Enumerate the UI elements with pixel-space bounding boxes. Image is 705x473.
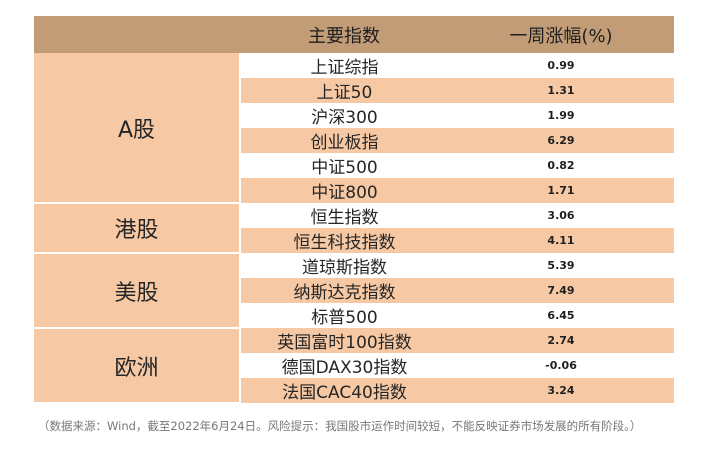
- index-weekly-change-table: 主要指数 一周涨幅(%) A股 上证综指 0.99 上证50 1.31 沪深30…: [34, 16, 675, 404]
- index-name: 恒生指数: [240, 203, 448, 228]
- header-market-cell: [34, 16, 240, 53]
- index-change-value: 6.45: [448, 303, 674, 328]
- index-name: 标普500: [240, 303, 448, 328]
- table-row: 中证500 0.82: [34, 153, 674, 178]
- table-row: 美股 道琼斯指数 5.39: [34, 253, 674, 329]
- table-row: 欧洲 英国富时100指数 2.74: [34, 328, 674, 404]
- table-row: A股 上证综指 0.99: [34, 53, 674, 204]
- table-row: 港股 恒生指数 3.06: [34, 203, 674, 254]
- header-index-name: 主要指数: [240, 16, 448, 53]
- index-name: 恒生科技指数: [240, 228, 448, 253]
- index-table-container: 主要指数 一周涨幅(%) A股 上证综指 0.99 上证50 1.31 沪深30…: [34, 16, 674, 404]
- index-name: 纳斯达克指数: [240, 278, 448, 303]
- header-weekly-change: 一周涨幅(%): [448, 16, 674, 53]
- table-header: 主要指数 一周涨幅(%): [34, 16, 674, 53]
- index-change-value: 2.74: [448, 328, 674, 353]
- index-name: 道琼斯指数: [240, 253, 448, 278]
- table-row: 沪深300 1.99: [34, 103, 674, 128]
- market-label-hk: 港股: [34, 203, 241, 254]
- index-name: 法国CAC40指数: [240, 378, 448, 403]
- table-row: 纳斯达克指数 7.49: [34, 278, 674, 303]
- market-label-a-share: A股: [34, 53, 241, 204]
- market-label-europe: 欧洲: [34, 328, 241, 404]
- index-change-value: 6.29: [448, 128, 674, 153]
- table-row: 创业板指 6.29: [34, 128, 674, 153]
- table-body: A股 上证综指 0.99 上证50 1.31 沪深300 1.99 创业板指 6…: [34, 53, 674, 404]
- index-change-value: 0.99: [448, 53, 674, 78]
- index-name: 德国DAX30指数: [240, 353, 448, 378]
- table-row: 中证800 1.71: [34, 178, 674, 203]
- index-change-value: 3.24: [448, 378, 674, 403]
- table-row: 上证50 1.31: [34, 78, 674, 103]
- index-change-value: 7.49: [448, 278, 674, 303]
- index-change-value: 1.99: [448, 103, 674, 128]
- index-change-value: 1.71: [448, 178, 674, 203]
- index-name: 英国富时100指数: [240, 328, 448, 353]
- table-row: 法国CAC40指数 3.24: [34, 378, 674, 403]
- index-name: 中证800: [240, 178, 448, 203]
- index-name: 沪深300: [240, 103, 448, 128]
- table-row: 恒生科技指数 4.11: [34, 228, 674, 253]
- table-row: 德国DAX30指数 -0.06: [34, 353, 674, 378]
- index-name: 创业板指: [240, 128, 448, 153]
- market-label-us: 美股: [34, 253, 241, 329]
- index-name: 中证500: [240, 153, 448, 178]
- index-change-value: -0.06: [448, 353, 674, 378]
- header-row: 主要指数 一周涨幅(%): [34, 16, 674, 53]
- index-name: 上证50: [240, 78, 448, 103]
- index-name: 上证综指: [240, 53, 448, 78]
- data-source-footnote: （数据来源：Wind，截至2022年6月24日。风险提示：我国股市运作时间较短，…: [38, 419, 642, 433]
- table-row: 标普500 6.45: [34, 303, 674, 328]
- index-change-value: 1.31: [448, 78, 674, 103]
- index-change-value: 5.39: [448, 253, 674, 278]
- index-change-value: 4.11: [448, 228, 674, 253]
- index-change-value: 3.06: [448, 203, 674, 228]
- index-change-value: 0.82: [448, 153, 674, 178]
